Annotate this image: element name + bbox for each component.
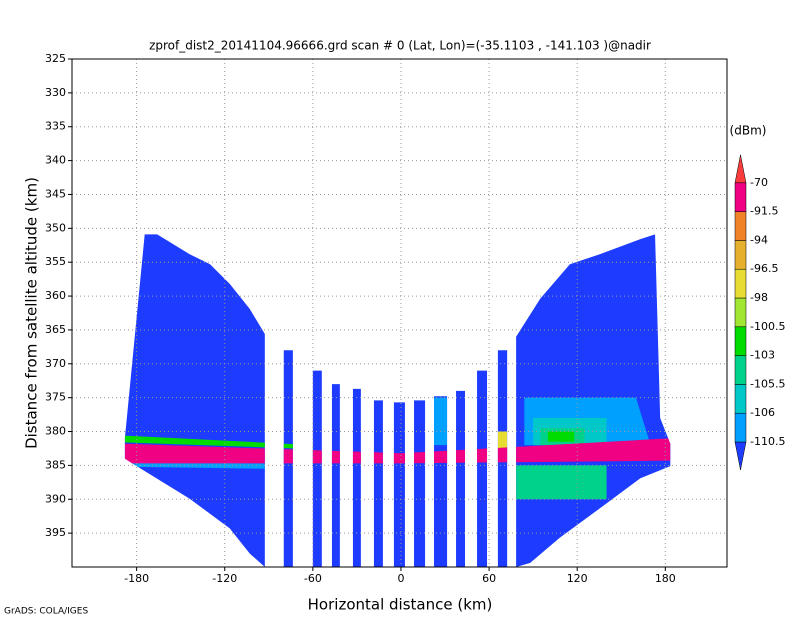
chart-title: zprof_dist2_20141104.96666.grd scan # 0 … [149,39,651,53]
colorbar-label: -105.5 [750,377,785,390]
colorbar-label: -70 [750,176,768,189]
y-tick-label: 340 [45,154,66,167]
colorbar-swatch [734,355,747,385]
colorbar-swatch [734,326,747,356]
footer: GrADS: COLA/IGES [4,607,88,617]
echo-region [477,370,488,567]
y-tick-label: 385 [45,458,66,471]
echo-region [352,388,361,567]
echo-region [312,370,322,567]
y-tick-label: 395 [45,526,66,539]
echo-region [414,400,426,567]
x-tick-label: 180 [655,572,676,585]
colorbar-label: -94 [750,233,768,246]
colorbar-swatch [734,268,747,299]
colorbar-label: -91.5 [750,205,778,218]
colorbar-label: -98 [750,291,768,304]
colorbar-unit: (dBm) [730,124,767,138]
echo-region [373,400,383,567]
y-tick-label: 345 [45,187,66,200]
colorbar-swatch [734,211,747,241]
colorbar-swatch [734,154,747,184]
colorbar-swatch [734,297,747,328]
x-axis-label: Horizontal distance (km) [308,596,493,614]
y-axis-label: Distance from satellite altitude (km) [23,177,41,449]
colorbar-swatch [734,384,747,414]
surface-band [124,438,671,464]
echo-region [456,390,465,567]
colorbar-label: -106 [750,406,775,419]
y-tick-label: 380 [45,425,66,438]
x-tick-label: 0 [397,572,404,585]
colorbar-label: -103 [750,349,775,362]
y-tick-label: 375 [45,391,66,404]
x-tick-label: -180 [124,572,149,585]
y-tick-label: 330 [45,86,66,99]
y-tick-label: 335 [45,120,66,133]
x-tick-label: -120 [212,572,237,585]
plot-frame [71,58,728,568]
x-tick-label: -60 [304,572,322,585]
y-tick-label: 325 [45,52,66,65]
y-tick-label: 390 [45,492,66,505]
echo-patch [497,431,508,449]
y-tick-label: 370 [45,357,66,370]
colorbar-swatch [734,182,747,212]
colorbar-swatch [734,441,747,471]
x-tick-label: 120 [567,572,588,585]
colorbar-label: -100.5 [750,320,785,333]
y-tick-label: 355 [45,255,66,268]
echo-patch [434,397,448,446]
colorbar-swatch [734,240,747,270]
colorbar-label: -96.5 [750,262,778,275]
echo-patch [516,465,607,500]
colorbar-swatch [734,412,747,443]
echo-region [393,402,405,567]
y-tick-label: 360 [45,289,66,302]
echo-region [124,234,265,567]
echo-patch [547,431,575,442]
x-tick-label: 60 [482,572,496,585]
echo-detail [124,397,671,500]
colorbar-label: -110.5 [750,435,785,448]
y-tick-label: 365 [45,323,66,336]
echo-region [331,384,340,567]
field [124,234,671,567]
y-tick-label: 350 [45,221,66,234]
